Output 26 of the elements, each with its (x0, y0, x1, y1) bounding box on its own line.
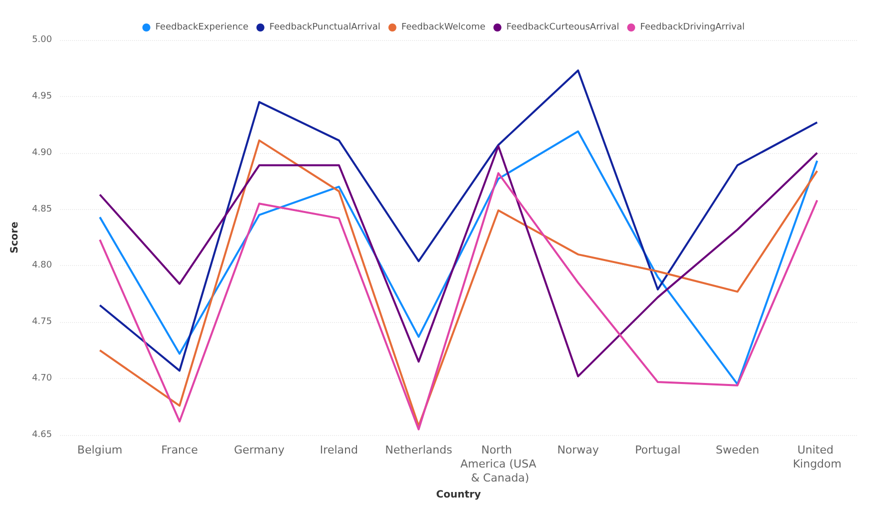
legend-label: FeedbackPunctualArrival (269, 22, 380, 32)
y-tick-label: 4.75 (32, 317, 52, 328)
legend-label: FeedbackExperience (155, 22, 249, 32)
y-tick-label: 4.90 (32, 148, 52, 158)
x-tick-label: United Kingdom (792, 444, 842, 470)
x-tick-label: Netherlands (385, 444, 452, 456)
legend-label: FeedbackWelcome (401, 22, 486, 32)
x-tick-label: France (161, 444, 198, 456)
y-axis-title: Score (10, 221, 20, 254)
y-tick-label: 4.85 (32, 204, 52, 214)
y-tick-label: 4.80 (32, 260, 52, 271)
x-tick-label: Belgium (77, 444, 122, 456)
x-axis-title: Country (436, 489, 482, 500)
x-tick-label: North America (USA & Canada) (460, 444, 537, 484)
y-tick-label: 4.95 (32, 91, 52, 102)
x-tick-label: Germany (234, 444, 286, 456)
x-tick-label: Sweden (716, 444, 760, 456)
y-tick-label: 4.65 (32, 430, 52, 440)
line-series (98, 69, 818, 372)
legend-label: FeedbackDrivingArrival (640, 22, 745, 32)
legend-label: FeedbackCurteousArrival (506, 22, 620, 32)
y-tick-label: 5.00 (32, 35, 52, 45)
x-tick-label: Portugal (634, 444, 681, 456)
y-tick-label: 4.70 (32, 374, 52, 384)
x-tick-label: Ireland (320, 444, 358, 456)
x-tick-label: Norway (557, 444, 600, 456)
